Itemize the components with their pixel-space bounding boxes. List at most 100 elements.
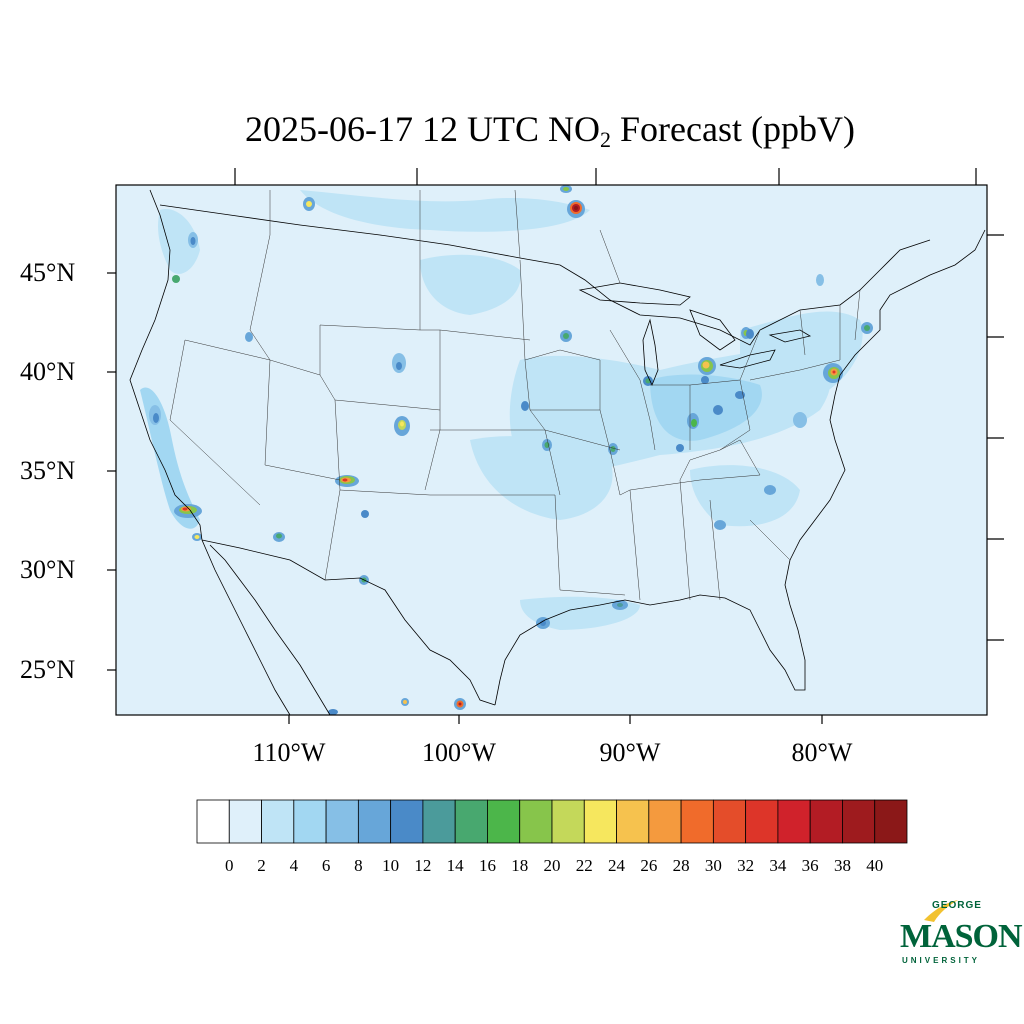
colorbar-tick-label: 30	[704, 856, 722, 875]
hotspot-albuquerque	[335, 475, 359, 487]
lat-label-25: 25°N	[20, 655, 76, 684]
hotspot-omaha	[521, 401, 529, 411]
hotspot-denver	[394, 416, 410, 436]
hotspot-calgary	[303, 197, 315, 211]
colorbar-swatch	[777, 799, 811, 844]
lat-label-30: 30°N	[20, 555, 76, 584]
colorbar-swatch	[583, 799, 617, 844]
hotspot-new-york	[823, 363, 843, 383]
colorbar-tick-label: 10	[382, 856, 400, 875]
hotspot-winnipeg	[567, 200, 585, 218]
hotspot-bay-area	[149, 405, 161, 425]
colorbar-tick-label: 18	[511, 856, 529, 875]
boundaries	[129, 189, 986, 716]
colorbar-tick-label: 40	[866, 856, 884, 875]
lake-huron	[689, 309, 736, 351]
hotspot-san-diego	[192, 533, 202, 541]
hotspot-louisville	[676, 444, 684, 452]
colorbar-swatch	[454, 799, 488, 844]
hotspot-los-angeles	[174, 504, 202, 518]
coastline-gulf	[494, 559, 806, 706]
colorbar-swatch	[648, 799, 682, 844]
lake-erie	[719, 349, 776, 369]
hotspot-boston	[861, 322, 873, 334]
field-south-central	[470, 436, 613, 520]
hotspot-indianapolis	[687, 413, 699, 429]
colorbar-swatch	[712, 799, 747, 844]
canada-provinces	[269, 189, 621, 284]
colorbar-swatch	[745, 799, 779, 844]
colorbar-swatch	[487, 799, 521, 844]
colorbar-tick-label: 22	[575, 856, 593, 875]
hotspot-seattle	[188, 232, 198, 248]
colorbar-swatch	[228, 799, 262, 844]
colorbar-tick-label: 2	[257, 856, 266, 875]
hotspot-wyoming	[392, 353, 406, 373]
colorbar-swatch	[519, 799, 553, 844]
border-us-canada	[159, 204, 931, 346]
logo-swoosh-icon	[924, 900, 958, 922]
hotspot-monterrey	[454, 698, 466, 710]
colorbar-tick-label: 26	[640, 856, 658, 875]
lake-ontario	[768, 329, 812, 343]
state-lines	[169, 189, 861, 601]
colorbar-swatch	[293, 799, 327, 844]
hotspot-chicago	[698, 357, 716, 375]
colorbar-tick-label: 8	[354, 856, 363, 875]
colorbar-tick-label: 0	[225, 856, 234, 875]
george-mason-logo: GEORGE MASON UNIVERSITY	[896, 900, 1023, 970]
colorbar-tick-label: 4	[289, 856, 299, 875]
map-frame	[115, 184, 988, 716]
field-ohio-valley	[650, 374, 762, 441]
colorbar-tick-label: 16	[478, 856, 496, 875]
title-subscript: 2	[600, 127, 612, 152]
border-us-mexico	[201, 539, 496, 706]
colorbar-swatch	[390, 799, 424, 844]
colorbar-swatch	[196, 799, 230, 844]
colorbar-swatch	[325, 799, 359, 844]
coastline-baja	[209, 544, 331, 716]
colorbar-swatch	[357, 799, 392, 844]
hotspot-southeast-cities	[714, 412, 807, 530]
colorbar-tick-label: 12	[414, 856, 432, 875]
title-suffix: Forecast (ppbV)	[611, 109, 855, 149]
colorbar	[196, 799, 908, 844]
colorbar-swatch	[422, 799, 456, 844]
hotspot-toronto	[746, 329, 754, 339]
state-lines-east	[609, 289, 861, 601]
field-southeast	[690, 465, 800, 527]
colorbar-swatch	[551, 799, 585, 844]
hotspot-phoenix	[273, 532, 285, 542]
field-gulf-coast	[520, 596, 640, 630]
hotspot-minneapolis	[560, 330, 572, 342]
hotspot-ottawa	[816, 274, 824, 286]
hotspot-regina	[560, 185, 572, 193]
colorbar-swatch	[680, 799, 714, 844]
lat-label-40: 40°N	[20, 357, 76, 386]
hotspot-portland	[172, 275, 180, 283]
colorbar-swatch	[809, 799, 843, 844]
field-pacific-nw	[158, 209, 200, 274]
coastline-east	[789, 229, 986, 561]
chart-title: 2025-06-17 12 UTC NO2 Forecast (ppbV)	[0, 108, 1024, 153]
lat-label-35: 35°N	[20, 456, 76, 485]
colorbar-swatch	[874, 799, 908, 844]
logo-university: UNIVERSITY	[902, 956, 981, 965]
lat-label-45: 45°N	[20, 258, 76, 287]
logo-mason: MASON	[900, 918, 1023, 955]
lon-label-100w: 100°W	[422, 738, 496, 767]
logo-george: GEORGE	[932, 900, 982, 911]
hotspot-salt-lake	[245, 332, 253, 342]
state-lines-central	[430, 259, 761, 596]
hotspot-houston	[536, 617, 550, 629]
hotspot-new-orleans	[612, 600, 628, 610]
colorbar-swatch	[261, 799, 295, 844]
colorbar-tick-label: 14	[446, 856, 464, 875]
lon-label-90w: 90°W	[599, 738, 661, 767]
lon-label-80w: 80°W	[791, 738, 853, 767]
colorbar-tick-label: 6	[321, 856, 331, 875]
tick-marks	[107, 168, 1004, 724]
hotspot-kansas-city	[542, 439, 552, 451]
colorbar-tick-label: 24	[608, 856, 626, 875]
